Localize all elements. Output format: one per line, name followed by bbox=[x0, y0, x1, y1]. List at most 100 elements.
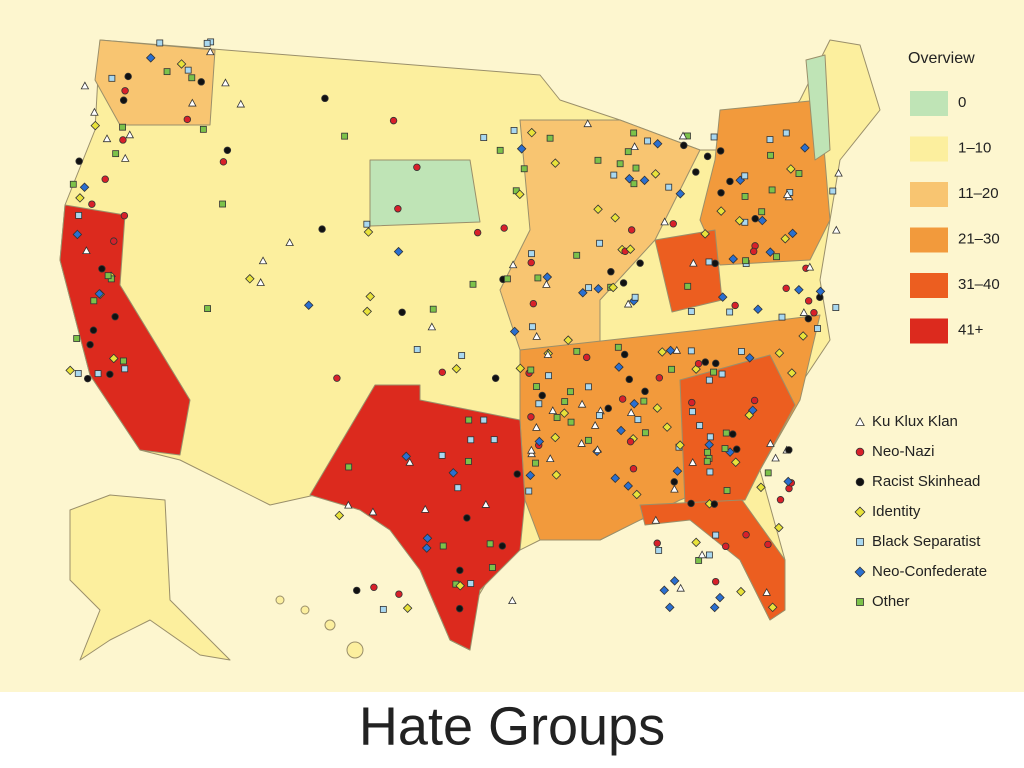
marker-square bbox=[767, 151, 774, 159]
marker-triangle bbox=[221, 78, 230, 87]
marker-triangle bbox=[676, 583, 685, 592]
marker-square bbox=[510, 127, 518, 134]
marker-triangle bbox=[206, 47, 215, 56]
marker-diamond bbox=[94, 288, 105, 299]
marker-square bbox=[529, 323, 536, 331]
marker-circle bbox=[413, 163, 421, 171]
marker-square bbox=[630, 180, 638, 188]
marker-circle bbox=[498, 542, 507, 550]
marker-circle bbox=[716, 147, 725, 155]
marker-triangle bbox=[481, 499, 491, 508]
marker-circle bbox=[717, 189, 725, 197]
marker-triangle bbox=[697, 550, 707, 559]
marker-circle bbox=[729, 430, 737, 438]
marker-diamond bbox=[542, 272, 553, 282]
marker-square bbox=[718, 370, 726, 378]
legend-group-label: Neo-Confederate bbox=[872, 563, 987, 580]
marker-circle bbox=[106, 370, 114, 378]
marker-circle bbox=[669, 220, 677, 228]
legend-group-label: Other bbox=[872, 593, 910, 610]
marker-triangle bbox=[368, 507, 378, 516]
marker-square bbox=[703, 457, 711, 465]
marker-square bbox=[112, 150, 120, 158]
marker-square bbox=[503, 275, 511, 283]
marker-circle bbox=[711, 577, 720, 586]
marker-diamond bbox=[753, 304, 763, 314]
legend-group-label: Ku Klux Klan bbox=[872, 413, 958, 430]
marker-diamond bbox=[675, 188, 686, 199]
legend-group-label: Identity bbox=[872, 503, 921, 520]
marker-circle bbox=[804, 314, 813, 323]
marker-circle bbox=[619, 279, 628, 287]
marker-diamond bbox=[854, 566, 866, 578]
marker-circle bbox=[111, 313, 119, 321]
marker-square bbox=[532, 459, 539, 467]
marker-square bbox=[705, 258, 713, 266]
marker-square bbox=[778, 313, 786, 321]
marker-circle bbox=[321, 94, 329, 103]
legend-swatch bbox=[910, 227, 948, 253]
marker-diamond bbox=[515, 363, 526, 374]
state-ak bbox=[69, 494, 231, 661]
marker-square bbox=[467, 580, 475, 587]
marker-square bbox=[795, 170, 803, 177]
marker-square bbox=[525, 487, 533, 495]
marker-square bbox=[632, 164, 640, 172]
marker-diamond bbox=[798, 331, 808, 341]
marker-circle bbox=[688, 398, 696, 407]
marker-diamond bbox=[765, 247, 776, 257]
marker-triangle bbox=[420, 504, 430, 513]
marker-diamond bbox=[730, 457, 741, 468]
marker-square bbox=[199, 125, 207, 133]
marker-diamond bbox=[365, 291, 375, 302]
marker-square bbox=[74, 370, 82, 377]
marker-diamond bbox=[716, 206, 726, 216]
marker-diamond bbox=[550, 432, 561, 443]
marker-circle bbox=[538, 391, 546, 400]
marker-triangle bbox=[630, 142, 639, 151]
marker-circle bbox=[119, 136, 127, 144]
marker-square bbox=[630, 129, 638, 137]
marker-circle bbox=[620, 350, 629, 359]
marker-diamond bbox=[800, 143, 810, 153]
marker-triangle bbox=[678, 131, 688, 140]
marker-circle bbox=[782, 284, 790, 293]
marker-diamond bbox=[783, 476, 793, 487]
marker-square bbox=[573, 251, 581, 259]
marker-circle bbox=[604, 404, 612, 413]
marker-circle bbox=[88, 200, 96, 208]
marker-diamond bbox=[578, 287, 588, 298]
marker-circle bbox=[627, 226, 636, 234]
marker-square bbox=[469, 280, 477, 288]
region-northeast bbox=[699, 99, 831, 266]
marker-square bbox=[706, 433, 714, 441]
marker-triangle bbox=[688, 457, 697, 466]
marker-diamond bbox=[451, 363, 462, 374]
marker-diamond bbox=[736, 586, 746, 597]
marker-triangle bbox=[782, 190, 792, 198]
marker-square bbox=[705, 376, 713, 384]
marker-triangle bbox=[771, 453, 780, 462]
marker-diamond bbox=[794, 284, 804, 295]
marker-square bbox=[454, 484, 462, 492]
marker-circle bbox=[692, 168, 700, 176]
marker-circle bbox=[101, 175, 109, 183]
marker-triangle bbox=[577, 399, 587, 408]
marker-diamond bbox=[593, 283, 604, 294]
marker-circle bbox=[749, 247, 758, 256]
marker-diamond bbox=[72, 229, 83, 240]
marker-square bbox=[829, 187, 837, 195]
marker-triangle bbox=[626, 408, 636, 417]
marker-square bbox=[438, 452, 446, 459]
marker-circle bbox=[641, 387, 649, 396]
legend-group-label: Neo-Nazi bbox=[872, 443, 935, 460]
marker-square bbox=[710, 368, 717, 376]
marker-diamond bbox=[780, 233, 791, 244]
legend: Overview 0 1–10 11–20 21–30 31–40 41+ Ku Klux … bbox=[854, 50, 1000, 610]
marker-triangle bbox=[689, 258, 698, 267]
marker-square bbox=[94, 370, 102, 378]
marker-diamond bbox=[393, 246, 404, 257]
marker-circle bbox=[726, 177, 734, 186]
marker-triangle bbox=[672, 345, 682, 354]
region-midwest bbox=[499, 119, 701, 351]
